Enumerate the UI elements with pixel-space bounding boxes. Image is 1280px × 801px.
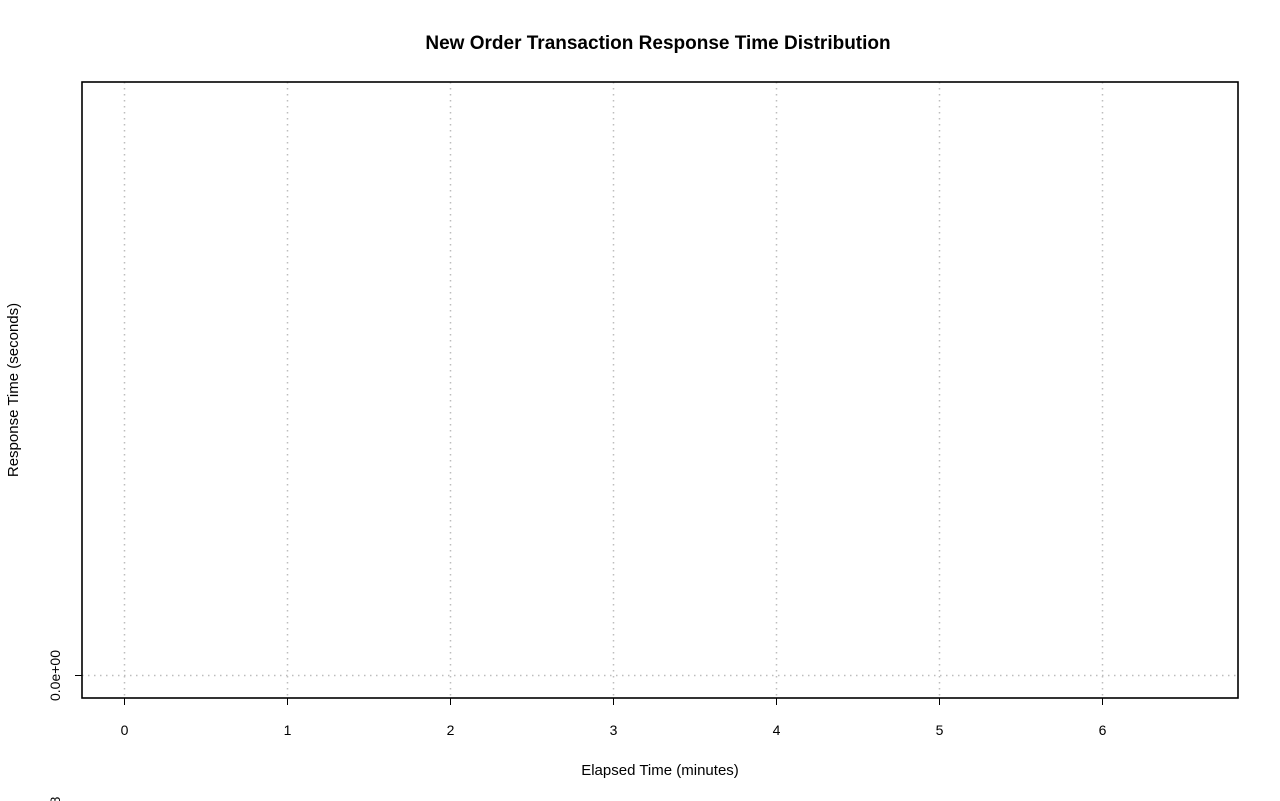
grid-layer — [82, 82, 1238, 698]
x-tick-label: 2 — [447, 722, 455, 738]
y-tick-label: 0.0e+00 — [47, 650, 63, 701]
x-tick-label: 3 — [610, 722, 618, 738]
y-tick-label: −5.0e+08 — [47, 796, 63, 801]
x-tick-label: 5 — [936, 722, 944, 738]
x-axis-label: Elapsed Time (minutes) — [581, 762, 739, 779]
y-axis-label: Response Time (seconds) — [5, 303, 22, 477]
chart-title: New Order Transaction Response Time Dist… — [425, 33, 890, 54]
plot-frame — [81, 81, 1239, 699]
x-tick-label: 0 — [121, 722, 129, 738]
x-tick-label: 6 — [1099, 722, 1107, 738]
x-tick-label: 4 — [773, 722, 781, 738]
x-tick-label: 1 — [284, 722, 292, 738]
